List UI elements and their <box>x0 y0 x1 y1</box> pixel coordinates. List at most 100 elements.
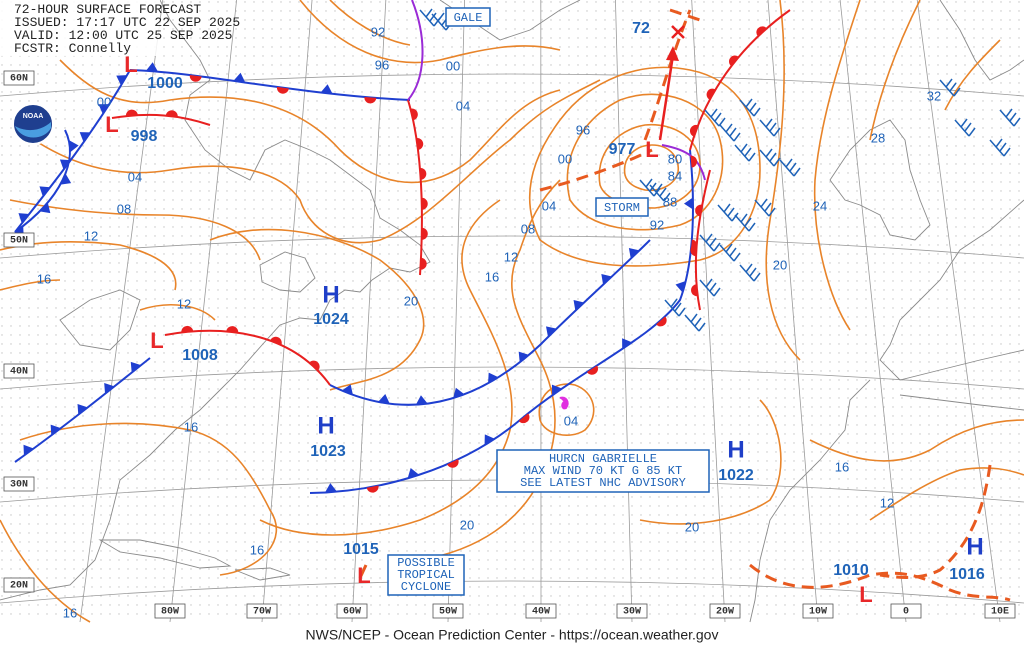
tropical-line: CYCLONE <box>401 580 451 594</box>
isobar-label: 12 <box>880 495 894 510</box>
isobar <box>329 0 411 46</box>
lat-label: 40N <box>10 367 28 378</box>
wind-barb <box>754 198 776 217</box>
lat-label: 20N <box>10 581 28 592</box>
meridian <box>916 0 1001 623</box>
wind-barb <box>719 123 741 142</box>
fronts <box>13 0 1011 602</box>
wind-barb <box>717 203 739 222</box>
wind-barb <box>664 298 686 317</box>
isobar-label: 04 <box>542 198 556 213</box>
advisory-line: HURCN GABRIELLE <box>549 452 657 466</box>
lon-label: 20W <box>716 607 734 618</box>
front-semicircle <box>586 365 599 375</box>
center-pressure: 1016 <box>949 566 985 583</box>
front-triangle <box>18 213 30 224</box>
lon-label-box <box>154 603 186 619</box>
front-triangle <box>130 361 142 373</box>
front-triangle <box>324 483 337 493</box>
meridian <box>767 0 819 623</box>
isobar <box>0 519 91 623</box>
annotation-boxes: GALE STORM HURCN GABRIELLE MAX WIND 70 K… <box>387 7 710 596</box>
front-triangle <box>601 274 612 285</box>
isobar-label: 84 <box>668 168 682 183</box>
isobar-label: 92 <box>371 24 385 39</box>
isobar-label: 96 <box>576 122 590 137</box>
front-semicircle <box>706 88 716 100</box>
lon-label-box <box>432 603 464 619</box>
wind-barb <box>734 143 756 162</box>
isobar <box>765 0 801 361</box>
front-triangle <box>23 444 34 456</box>
isobar <box>566 93 724 231</box>
track-label: 72 <box>632 20 650 37</box>
isobar <box>813 0 861 331</box>
front-semicircle <box>125 109 138 117</box>
wind-barb <box>699 233 721 252</box>
lon-label-box <box>890 603 922 619</box>
isobar-labels: 92 96 00 04 00 04 08 12 16 12 16 20 16 1… <box>37 24 941 620</box>
wind-barb <box>649 183 671 202</box>
british-isles <box>829 119 931 241</box>
isobar-label: 16 <box>184 419 198 434</box>
cuba <box>98 539 232 569</box>
front-semicircle <box>518 413 530 424</box>
meridian <box>351 0 387 623</box>
isobar-label: 28 <box>871 130 885 145</box>
isobar-label: 80 <box>668 151 682 166</box>
header-bg <box>0 0 160 56</box>
isobar-label: 88 <box>663 194 677 209</box>
lon-label: 10E <box>991 607 1009 618</box>
lon-label-box <box>336 603 368 619</box>
center-symbol: L <box>150 328 163 353</box>
lon-label: 70W <box>253 607 271 618</box>
track-marker <box>358 564 368 579</box>
tropical-line: POSSIBLE <box>397 556 455 570</box>
front-triangle <box>116 75 128 86</box>
lon-label: 50W <box>439 607 457 618</box>
front-semicircle <box>421 227 428 240</box>
front-semicircle <box>695 204 703 217</box>
front-triangle <box>628 248 640 259</box>
lon-label-box <box>709 603 741 619</box>
isobar-label: 16 <box>37 271 51 286</box>
isobar-label: 16 <box>250 542 264 557</box>
advisory-line: SEE LATEST NHC ADVISORY <box>520 476 686 490</box>
lon-label-box <box>525 603 557 619</box>
isobar-label: 00 <box>558 151 572 166</box>
lat-label-box <box>3 70 35 86</box>
wind-barb <box>704 108 726 127</box>
front-triangle <box>518 351 530 363</box>
isobar-label: 24 <box>813 198 827 213</box>
isobar <box>19 422 277 576</box>
isobar <box>139 304 216 321</box>
front-triangle <box>551 384 562 396</box>
isobar-label: 20 <box>685 519 699 534</box>
center-pressure: 1022 <box>718 467 754 484</box>
center-symbol: L <box>859 582 872 607</box>
front-triangle <box>39 202 51 214</box>
wind-barbs <box>419 8 1021 332</box>
front-semicircle <box>729 55 739 67</box>
front-semicircle <box>181 325 194 333</box>
center-pressure: 1023 <box>310 443 346 460</box>
center-symbol: H <box>727 436 744 463</box>
isobar <box>0 279 61 291</box>
isobar <box>9 199 261 261</box>
lon-label: 30W <box>623 607 641 618</box>
isobar-label: 96 <box>375 57 389 72</box>
lat-label-box <box>3 577 35 593</box>
isobar-label: 32 <box>927 88 941 103</box>
scandinavia-coast <box>939 0 1024 81</box>
isobar <box>259 199 513 536</box>
isobar <box>59 59 561 184</box>
isobar <box>639 399 782 525</box>
lat-label: 60N <box>10 74 28 85</box>
isobar-label: 12 <box>177 296 191 311</box>
meridian <box>839 0 907 623</box>
isobar <box>944 39 1001 111</box>
logo-wave <box>15 122 51 138</box>
front-triangle <box>484 434 495 446</box>
parallel <box>0 580 1024 604</box>
